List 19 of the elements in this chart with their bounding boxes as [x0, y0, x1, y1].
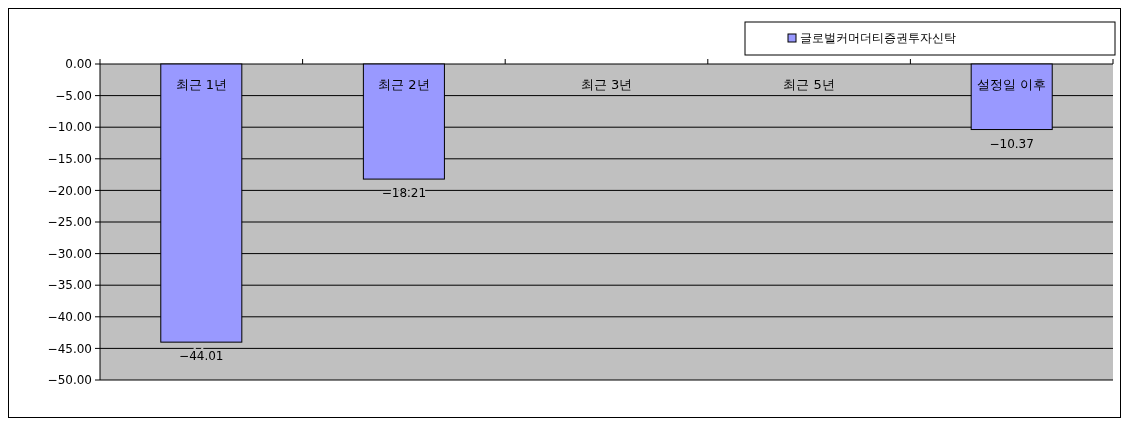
y-tick-label: −30.00 — [47, 246, 92, 261]
y-tick-label: −45.00 — [47, 341, 92, 356]
x-tick-label: 최근 3년 — [580, 76, 633, 92]
y-tick-label: −50.00 — [47, 373, 92, 388]
y-tick-label: −15.00 — [47, 152, 92, 166]
data-label: −10.37 — [989, 136, 1034, 151]
data-label: −44.01 — [179, 349, 224, 364]
y-tick-label: −5.00 — [55, 88, 92, 103]
y-tick-label: −40.00 — [47, 310, 92, 324]
x-tick-label: 설정일 이후 — [977, 76, 1047, 92]
y-tick-label: −20.00 — [47, 183, 92, 198]
legend-label: 글로벌커머더티증권투자신탁 — [800, 31, 956, 46]
x-tick-label: 최근 5년 — [783, 76, 835, 92]
x-tick-label: 최근 1년 — [175, 76, 227, 92]
y-tick-label: −25.00 — [47, 215, 92, 230]
x-tick-label: 최근 2년 — [378, 76, 430, 92]
y-tick-label: −10.00 — [47, 120, 92, 135]
y-tick-label: −35.00 — [47, 278, 92, 293]
y-tick-label: 0.00 — [65, 57, 92, 72]
